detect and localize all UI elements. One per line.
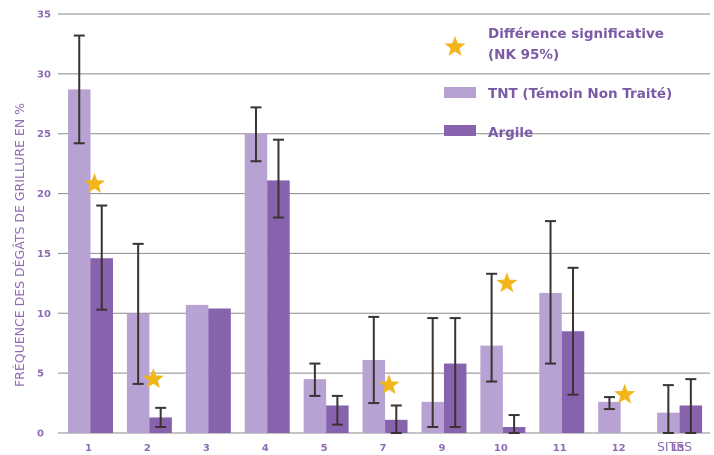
gridlines <box>58 13 710 434</box>
x-tick-labels: 1 2 3 4 5 7 9 10 11 12 13 <box>85 443 685 454</box>
y-tick-label: 20 <box>37 189 51 200</box>
x-tick-label: 3 <box>203 443 210 454</box>
bar-tnt <box>185 304 209 433</box>
significance-star-icon <box>84 173 105 193</box>
x-tick-label: 9 <box>438 443 445 454</box>
x-tick-label: 13 <box>671 443 685 454</box>
significance-star-icon <box>496 272 518 293</box>
x-tick-label: 5 <box>321 443 328 454</box>
bar-argile <box>90 258 113 433</box>
x-axis-title: SITES <box>657 439 692 454</box>
legend-tnt-swatch <box>444 87 476 98</box>
bar-tnt <box>68 89 91 434</box>
legend-argile-swatch <box>444 125 476 136</box>
y-tick-label: 15 <box>37 249 51 260</box>
x-tick-label: 1 <box>85 443 92 454</box>
significance-star-icon <box>614 383 636 404</box>
bar-tnt <box>480 345 503 433</box>
x-tick-label: 2 <box>144 443 151 454</box>
bar-argile <box>208 308 231 433</box>
legend: Différence significative (NK 95%) TNT (T… <box>444 26 672 141</box>
y-tick-label: 5 <box>37 369 44 380</box>
legend-star-label-line1: Différence significative <box>488 26 664 42</box>
y-tick-label: 0 <box>37 429 44 440</box>
legend-star-icon <box>444 36 466 56</box>
y-tick-label: 10 <box>37 309 51 320</box>
bars <box>68 89 703 434</box>
x-tick-label: 12 <box>612 443 626 454</box>
legend-star-label-line2: (NK 95%) <box>488 47 559 63</box>
y-axis-title: FRÉQUENCE DES DÉGÂTS DE GRILLURE EN % <box>12 103 27 387</box>
y-tick-label: 30 <box>37 69 51 80</box>
y-tick-label: 25 <box>37 129 51 140</box>
significance-stars <box>84 173 636 404</box>
legend-tnt-label: TNT (Témoin Non Traité) <box>488 86 672 102</box>
error-bars <box>73 34 697 434</box>
significance-star-icon <box>378 374 400 394</box>
bar-tnt <box>303 379 327 433</box>
x-tick-label: 4 <box>262 443 269 454</box>
y-tick-label: 35 <box>37 10 51 21</box>
bar-tnt <box>244 133 268 433</box>
significance-star-icon <box>142 368 164 388</box>
x-tick-label: 10 <box>494 443 508 454</box>
legend-argile-label: Argile <box>488 125 533 141</box>
x-tick-label: 11 <box>553 443 567 454</box>
bar-argile <box>267 180 290 433</box>
x-tick-label: 7 <box>380 443 387 454</box>
y-tick-labels: 0 5 10 15 20 25 30 35 <box>37 10 51 440</box>
bar-tnt <box>598 401 621 433</box>
